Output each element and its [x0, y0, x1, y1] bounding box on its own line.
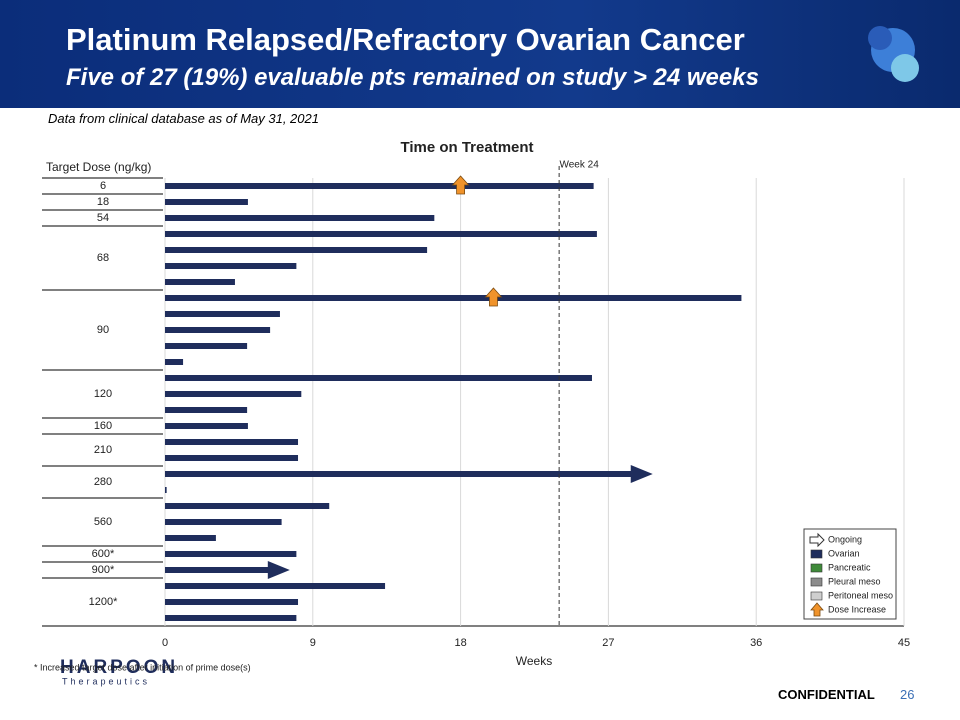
bar	[165, 311, 280, 317]
legend-symbol	[810, 563, 823, 573]
page-number: 26	[900, 687, 915, 702]
dose-label: 210	[94, 444, 112, 456]
bar	[165, 247, 428, 253]
x-tick-label: 18	[454, 637, 466, 649]
legend-symbol	[810, 549, 823, 559]
bar	[165, 561, 290, 579]
dose-label: 6	[100, 180, 106, 192]
dose-label: 560	[94, 516, 112, 528]
bar	[165, 487, 167, 493]
legend-symbol	[810, 591, 823, 601]
bar	[165, 215, 435, 221]
y-header: Target Dose (ng/kg)	[46, 160, 151, 174]
bar	[165, 359, 184, 365]
dose-label: 900*	[92, 564, 115, 576]
legend-label: Ongoing	[828, 534, 862, 544]
bar	[165, 615, 297, 621]
bar	[165, 263, 297, 269]
bar	[165, 279, 235, 285]
subtitle: Five of 27 (19%) evaluable pts remained …	[66, 64, 759, 91]
bar	[165, 439, 299, 445]
bar	[165, 465, 653, 483]
legend-label: Pancreatic	[828, 562, 871, 572]
reference-label: Week 24	[559, 160, 599, 171]
x-tick-label: 36	[750, 637, 762, 649]
dose-label: 90	[97, 324, 109, 336]
bar	[165, 455, 299, 461]
legend-label: Dose Increase	[828, 604, 886, 614]
bar	[165, 599, 299, 605]
bar	[165, 583, 386, 589]
bar	[165, 295, 742, 301]
dose-increase-arrow	[484, 287, 503, 307]
footnote: * Increased target dose after initiation…	[34, 662, 251, 672]
bar	[165, 327, 271, 333]
bar	[165, 343, 248, 349]
legend-label: Peritoneal meso	[828, 590, 893, 600]
title: Platinum Relapsed/Refractory Ovarian Can…	[66, 22, 745, 57]
logo: HARPOON	[60, 657, 178, 678]
bar	[165, 199, 248, 205]
dose-label: 54	[97, 212, 109, 224]
legend-symbol	[809, 532, 825, 548]
dose-label: 68	[97, 252, 109, 264]
protein-icon	[868, 26, 919, 82]
note: Data from clinical database as of May 31…	[48, 111, 319, 126]
bar	[165, 183, 594, 189]
x-tick-label: 27	[602, 637, 614, 649]
dose-increase-arrow	[451, 175, 470, 195]
bar	[165, 391, 302, 397]
legend-label: Pleural meso	[828, 576, 881, 586]
confidential: CONFIDENTIAL	[778, 687, 875, 702]
bar	[165, 551, 297, 557]
bar	[165, 231, 597, 237]
dose-label: 120	[94, 388, 112, 400]
logo-sub: Therapeutics	[62, 676, 150, 686]
bar	[165, 503, 330, 509]
legend-symbol	[810, 602, 824, 617]
header-band	[0, 0, 960, 108]
bar	[165, 519, 282, 525]
legend-symbol	[810, 577, 823, 587]
dose-label: 600*	[92, 548, 115, 560]
legend-label: Ovarian	[828, 548, 860, 558]
bar	[165, 423, 248, 429]
x-tick-label: 45	[898, 637, 910, 649]
dose-label: 160	[94, 420, 112, 432]
x-tick-label: 9	[310, 637, 316, 649]
chart-title: Time on Treatment	[400, 139, 533, 156]
bar	[165, 407, 248, 413]
dose-label: 1200*	[89, 596, 118, 608]
dose-label: 18	[97, 196, 109, 208]
dose-label: 280	[94, 476, 112, 488]
x-tick-label: 0	[162, 637, 168, 649]
x-label: Weeks	[516, 654, 552, 668]
bar	[165, 375, 592, 381]
bar	[165, 535, 216, 541]
